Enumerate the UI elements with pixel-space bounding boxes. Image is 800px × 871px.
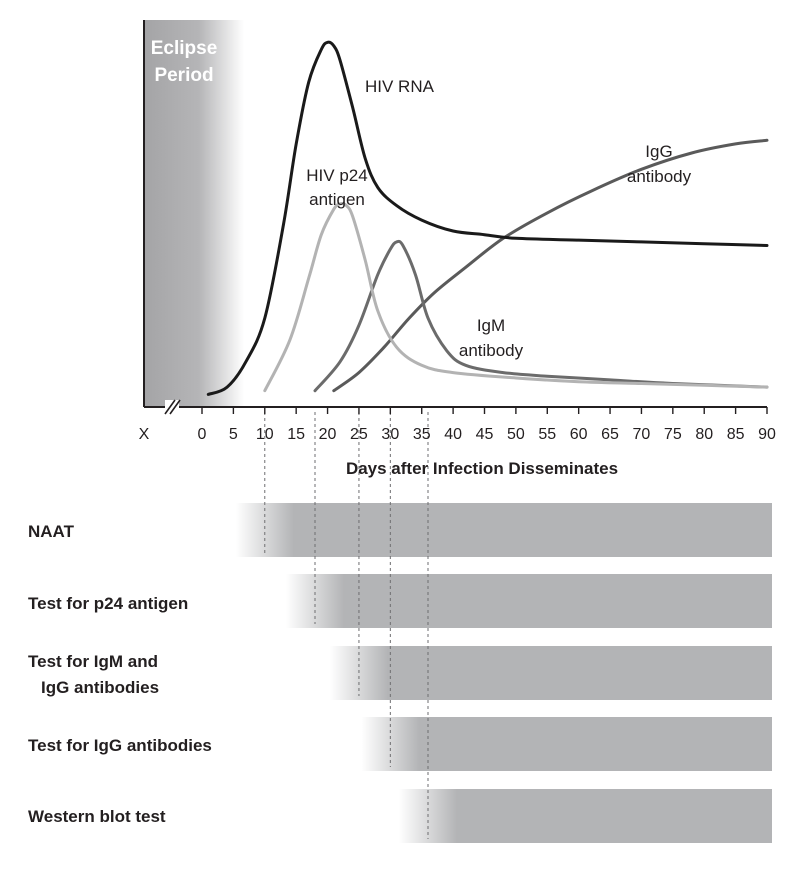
test-labels: NAAT Test for p24 antigen Test for IgM a… [28, 522, 212, 826]
p24-label-line1: HIV p24 [306, 166, 367, 185]
x-ticks: X 0 5 10 15 20 25 30 35 40 45 50 55 60 65 70 75 80 85 90 [139, 407, 776, 443]
test-label-igm-igg-line1: Test for IgM and [28, 652, 158, 671]
x-tick-label-20: 20 [319, 426, 337, 443]
axis-break-marks [164, 399, 181, 415]
x-tick-label-40: 40 [444, 426, 462, 443]
test-bar-test-for-igm-and-igg-antibodies [329, 646, 772, 700]
test-bar-western-blot-test [399, 789, 772, 843]
test-bar-fade [235, 503, 294, 557]
igm-antibody-curve [313, 239, 769, 393]
x-tick-label-45: 45 [476, 426, 494, 443]
curve-labels: HIV RNA HIV p24 antigen IgM antibody IgG… [306, 77, 691, 360]
test-bar-solid [293, 503, 772, 557]
test-label-igm-igg-line2: IgG antibodies [41, 678, 159, 697]
x-tick-label-x: X [139, 426, 150, 443]
igg-label-line1: IgG [645, 142, 672, 161]
x-tick-label-25: 25 [350, 426, 368, 443]
test-bar-solid [387, 646, 772, 700]
x-tick-label-10: 10 [256, 426, 274, 443]
axes [143, 20, 767, 415]
hiv-rna-curve [206, 40, 769, 396]
x-tick-label-70: 70 [633, 426, 651, 443]
eclipse-label-line1: Eclipse [151, 38, 218, 59]
curves [206, 40, 769, 396]
x-tick-label-65: 65 [601, 426, 619, 443]
x-tick-label-60: 60 [570, 426, 588, 443]
test-label-naat: NAAT [28, 522, 75, 541]
eclipse-label-line2: Period [154, 65, 213, 86]
x-tick-label-75: 75 [664, 426, 682, 443]
test-label-igg: Test for IgG antibodies [28, 736, 212, 755]
test-bar-solid [343, 574, 772, 628]
test-bar-solid [418, 717, 772, 771]
test-bars [235, 503, 772, 843]
p24-label-line2: antigen [309, 190, 365, 209]
test-bar-naat [235, 503, 772, 557]
x-tick-label-80: 80 [695, 426, 713, 443]
hiv-rna-label: HIV RNA [365, 77, 435, 96]
igm-label-line1: IgM [477, 316, 505, 335]
x-tick-label-5: 5 [229, 426, 238, 443]
guide-lines [264, 412, 429, 839]
eclipse-period: Eclipse Period [144, 20, 244, 407]
igg-antibody-curve [332, 138, 769, 393]
x-tick-label-55: 55 [538, 426, 556, 443]
test-bar-solid [456, 789, 772, 843]
x-tick-label-90: 90 [758, 426, 776, 443]
x-tick-label-30: 30 [381, 426, 399, 443]
x-tick-label-50: 50 [507, 426, 525, 443]
igg-label-line2: antibody [627, 167, 692, 186]
x-tick-label-15: 15 [287, 426, 305, 443]
test-label-western-blot: Western blot test [28, 807, 166, 826]
x-tick-label-0: 0 [198, 426, 207, 443]
x-tick-label-35: 35 [413, 426, 431, 443]
x-tick-label-85: 85 [727, 426, 745, 443]
test-bar-test-for-igg-antibodies [361, 717, 772, 771]
igm-label-line2: antibody [459, 341, 524, 360]
hiv-p24-antigen-curve [263, 202, 769, 393]
test-label-p24: Test for p24 antigen [28, 594, 188, 613]
x-axis-title: Days after Infection Disseminates [346, 459, 618, 478]
